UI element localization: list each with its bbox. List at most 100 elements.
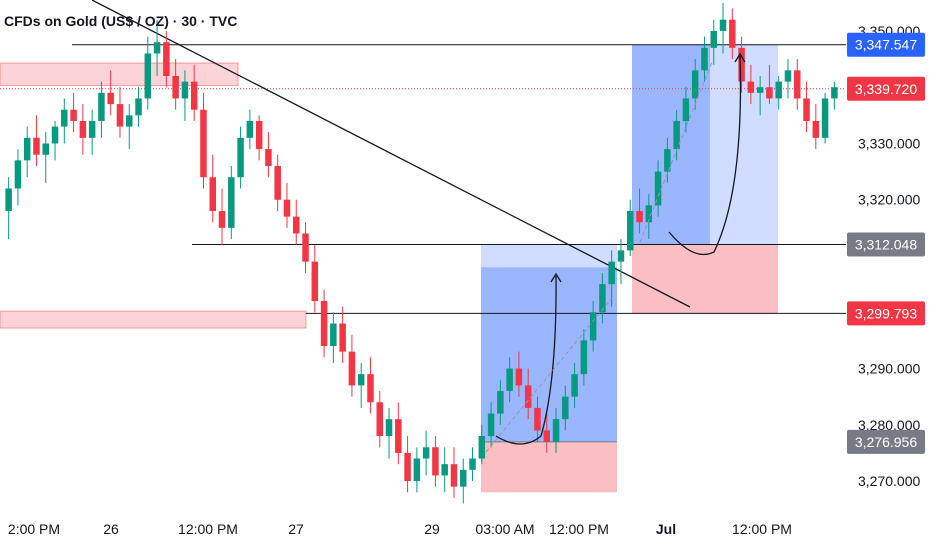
candle-body [497,391,504,414]
candle-body [562,396,569,420]
candle-body [413,458,421,482]
candle-body [543,430,550,442]
price-tag [847,429,925,454]
position-1-filled-zone [481,267,617,442]
price-tag-label: 3,339.720 [855,81,917,97]
candle-body [302,233,309,262]
candle-body [664,149,671,172]
candle-body [70,109,77,121]
x-tick-label: 26 [103,521,119,537]
candle-body [163,42,170,76]
y-tick-label: 3,330.000 [858,135,920,151]
demand-zone [0,310,307,329]
candle-body [395,419,402,453]
candle-body [812,120,820,138]
x-tick-label: 29 [424,521,440,537]
candle-body [126,115,133,127]
price-tag-label: 3,312.048 [855,236,917,252]
candles-layer [5,2,838,504]
candle-body [116,104,124,127]
candle-body [766,87,773,99]
candle-body [404,452,411,482]
candle-body [673,120,680,150]
candle-body [608,261,615,285]
candle-body [98,92,105,121]
candle-body [747,81,755,93]
candle-body [339,323,346,352]
zones-layer [0,44,778,493]
candle-body [617,250,625,262]
candle-body [775,81,782,99]
y-tick-label: 3,320.000 [858,192,920,208]
candle-body [376,402,383,437]
candle-body [190,81,198,110]
position-1-target-zone [481,244,617,442]
arrow-curve-1 [495,275,557,445]
candle-body [552,419,560,442]
candle-body [599,284,606,313]
position-2-stop-zone [632,244,778,314]
chart-title: CFDs on Gold (US$ / OZ) · 30 · TVC [4,13,237,29]
y-axis[interactable]: 3,350.0003,330.0003,320.0003,290.0003,28… [847,23,925,489]
price-tag-label: 3,276.956 [855,434,917,450]
position-2-target-zone [632,44,778,245]
x-axis[interactable]: 2:00 PM 26 12:00 PM 27 29 03:00 AM 12:00 PM Jul… [8,521,792,537]
candle-body [654,171,662,206]
candle-body [228,177,235,228]
candle-body [348,351,356,386]
arrow-head-1 [550,272,562,283]
x-tick-label: 12:00 PM [549,521,609,537]
candle-body [107,92,114,105]
arrow-head-2 [734,52,746,63]
y-tick-label: 3,290.000 [858,361,920,377]
candle-body [821,98,829,138]
candle-body [460,469,467,487]
candle-body [589,312,597,341]
candle-body [478,436,486,459]
x-tick-label: 27 [288,521,304,537]
candle-body [682,98,690,121]
candle-body [200,109,207,178]
candle-body [246,120,254,138]
price-tag [847,76,925,101]
candle-body [524,385,532,408]
position-1-stop-zone [481,441,617,493]
x-tick-label: 12:00 PM [732,521,792,537]
candle-body [441,464,448,476]
candle-body [756,87,764,93]
x-tick-label: 12:00 PM [178,521,238,537]
candle-body [469,458,476,470]
candle-body [265,149,272,166]
candle-body [701,47,708,71]
candle-body [534,407,541,431]
price-tag-label: 3,347.547 [855,37,917,53]
candle-body [311,261,319,302]
trend-line [91,0,691,308]
annotations-layer [485,52,746,453]
candle-body [237,137,244,178]
price-tag [847,301,925,326]
candle-body [88,120,96,138]
candle-body [14,160,22,189]
price-tag [847,32,925,57]
candle-body [432,447,439,476]
y-tick-label: 3,280.000 [858,417,920,433]
price-tag [847,232,925,257]
candle-body [580,340,588,375]
candle-body [255,120,263,150]
candle-body [172,75,179,99]
candle-body [784,70,792,82]
position-2-path [639,61,713,243]
supply-zone [0,62,239,87]
candle-body [636,210,643,223]
price-tag-label: 3,299.793 [855,305,917,321]
candle-body [320,301,328,347]
candle-body [719,19,727,31]
candle-body [831,87,838,99]
candle-body [515,368,523,386]
candle-body [153,42,161,54]
candle-body [422,447,430,459]
candle-body [5,188,12,211]
candle-body [571,374,578,397]
